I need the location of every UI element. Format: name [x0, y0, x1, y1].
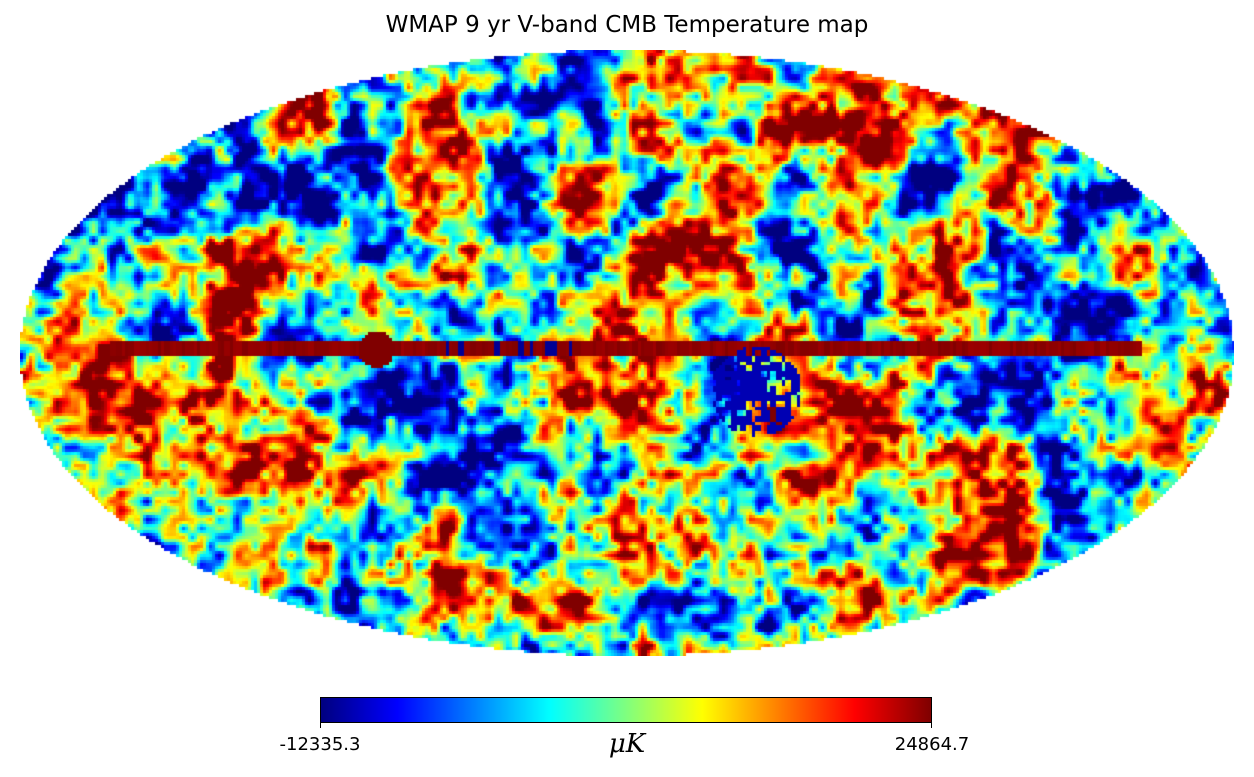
colorbar-min-tick [320, 723, 321, 728]
colorbar-max-label: 24864.7 [894, 734, 970, 755]
map-title: WMAP 9 yr V-band CMB Temperature map [385, 12, 869, 38]
cmb-mollweide-map [20, 50, 1234, 656]
colorbar-max-tick [931, 723, 932, 728]
colorbar [320, 697, 932, 723]
colorbar-min-label: -12335.3 [279, 734, 361, 755]
sky-map-canvas [20, 50, 1234, 656]
colorbar-unit-label: μK [608, 729, 646, 759]
